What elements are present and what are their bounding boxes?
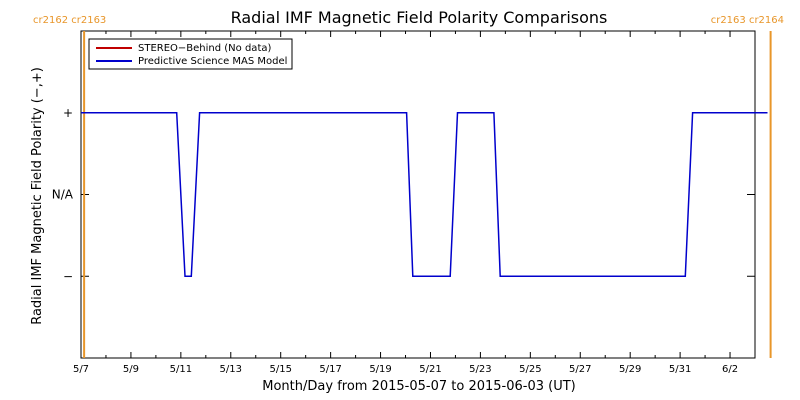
legend-entry-stereo: STEREO−Behind (No data) <box>138 43 271 54</box>
x-tick-label: 5/19 <box>369 364 391 375</box>
x-tick-label: 5/11 <box>170 364 192 375</box>
y-tick-label: N/A <box>52 188 74 202</box>
carrington-markers <box>83 31 772 358</box>
axis-ticks: 5/7 5/9 5/11 5/13 5/15 5/17 5/19 5/21 5/23 5/25 5/… <box>52 31 755 375</box>
x-tick-label: 5/21 <box>419 364 441 375</box>
series-line-mas-model <box>81 112 768 278</box>
y-tick-label: − <box>63 269 73 283</box>
x-tick-label: 5/23 <box>469 364 491 375</box>
x-tick-label: 5/31 <box>669 364 691 375</box>
x-tick-label: 5/27 <box>569 364 591 375</box>
legend-entry-mas: Predictive Science MAS Model <box>138 56 287 67</box>
carrington-label-left: cr2162 cr2163 <box>33 15 106 26</box>
plot-frame <box>80 30 756 359</box>
legend-box <box>88 38 293 70</box>
legend: STEREO−Behind (No data) Predictive Scien… <box>88 38 293 70</box>
x-tick-label: 5/25 <box>519 364 541 375</box>
y-tick-label: + <box>63 106 73 120</box>
carrington-label-right: cr2163 cr2164 <box>711 15 784 26</box>
x-tick-label: 5/9 <box>123 364 139 375</box>
x-tick-label: 5/17 <box>319 364 341 375</box>
x-tick-label: 5/13 <box>220 364 242 375</box>
chart-title: Radial IMF Magnetic Field Polarity Compa… <box>231 8 608 27</box>
x-tick-label: 5/15 <box>269 364 291 375</box>
x-axis-label: Month/Day from 2015-05-07 to 2015-06-03 … <box>262 379 575 394</box>
x-tick-label: 5/29 <box>619 364 641 375</box>
plot-border <box>80 30 756 359</box>
y-axis-label: Radial IMF Magnetic Field Polarity (−,+) <box>30 67 45 325</box>
x-tick-label: 5/7 <box>73 364 89 375</box>
x-tick-label: 6/2 <box>722 364 738 375</box>
series-layer <box>81 112 768 278</box>
